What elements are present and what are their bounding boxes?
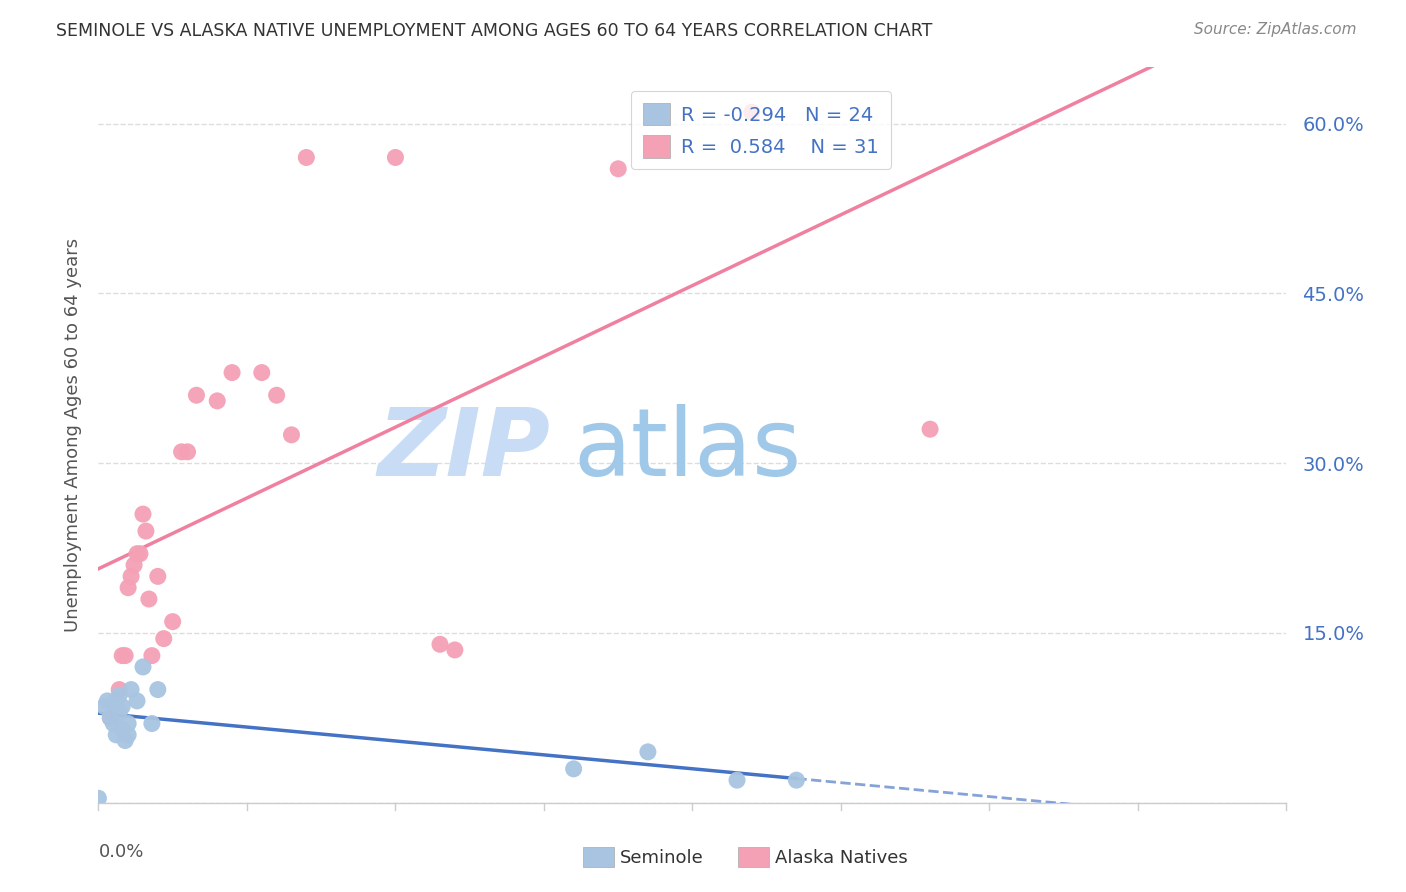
Point xyxy=(96,694,118,708)
Point xyxy=(637,745,659,759)
Point xyxy=(141,648,163,663)
Point xyxy=(152,632,174,646)
Point xyxy=(125,547,148,561)
Point xyxy=(280,427,302,442)
Point xyxy=(741,105,763,120)
Point xyxy=(93,699,115,714)
Point xyxy=(122,558,145,572)
Point xyxy=(186,388,208,402)
Point xyxy=(108,688,131,702)
Point xyxy=(108,705,131,719)
Point xyxy=(443,643,465,657)
Point xyxy=(120,682,142,697)
Point xyxy=(103,699,125,714)
Point xyxy=(920,422,942,436)
Y-axis label: Unemployment Among Ages 60 to 64 years: Unemployment Among Ages 60 to 64 years xyxy=(63,238,82,632)
Point xyxy=(221,366,243,380)
Point xyxy=(146,569,169,583)
Legend: R = -0.294   N = 24, R =  0.584    N = 31: R = -0.294 N = 24, R = 0.584 N = 31 xyxy=(631,91,891,169)
Point xyxy=(250,366,273,380)
Point xyxy=(105,694,128,708)
Point xyxy=(132,507,155,521)
Point xyxy=(111,648,134,663)
Point xyxy=(384,151,406,165)
Point xyxy=(138,592,160,607)
Text: 0.0%: 0.0% xyxy=(98,843,143,862)
Text: ZIP: ZIP xyxy=(377,403,550,496)
Point xyxy=(120,569,142,583)
Point xyxy=(725,773,748,788)
Point xyxy=(295,151,318,165)
Point xyxy=(162,615,184,629)
Point xyxy=(129,547,152,561)
Point xyxy=(114,733,136,747)
Point xyxy=(141,716,163,731)
Point xyxy=(785,773,807,788)
Point xyxy=(98,711,121,725)
Text: Seminole: Seminole xyxy=(620,849,704,867)
Point xyxy=(98,711,121,725)
Point xyxy=(176,445,198,459)
Point xyxy=(108,682,131,697)
Point xyxy=(170,445,193,459)
Point xyxy=(117,716,139,731)
Point xyxy=(87,791,110,805)
Point xyxy=(146,682,169,697)
Point xyxy=(114,648,136,663)
Point xyxy=(125,694,148,708)
Point xyxy=(105,728,128,742)
Point xyxy=(429,637,451,651)
Point xyxy=(205,393,228,408)
Point xyxy=(103,716,125,731)
Text: SEMINOLE VS ALASKA NATIVE UNEMPLOYMENT AMONG AGES 60 TO 64 YEARS CORRELATION CHA: SEMINOLE VS ALASKA NATIVE UNEMPLOYMENT A… xyxy=(56,22,932,40)
Text: Alaska Natives: Alaska Natives xyxy=(775,849,907,867)
Point xyxy=(607,161,630,176)
Point xyxy=(266,388,288,402)
Point xyxy=(562,762,585,776)
Point xyxy=(117,728,139,742)
Text: atlas: atlas xyxy=(574,403,801,496)
Point xyxy=(111,723,134,737)
Point xyxy=(117,581,139,595)
Point xyxy=(111,699,134,714)
Text: Source: ZipAtlas.com: Source: ZipAtlas.com xyxy=(1194,22,1357,37)
Point xyxy=(132,660,155,674)
Point xyxy=(135,524,157,538)
